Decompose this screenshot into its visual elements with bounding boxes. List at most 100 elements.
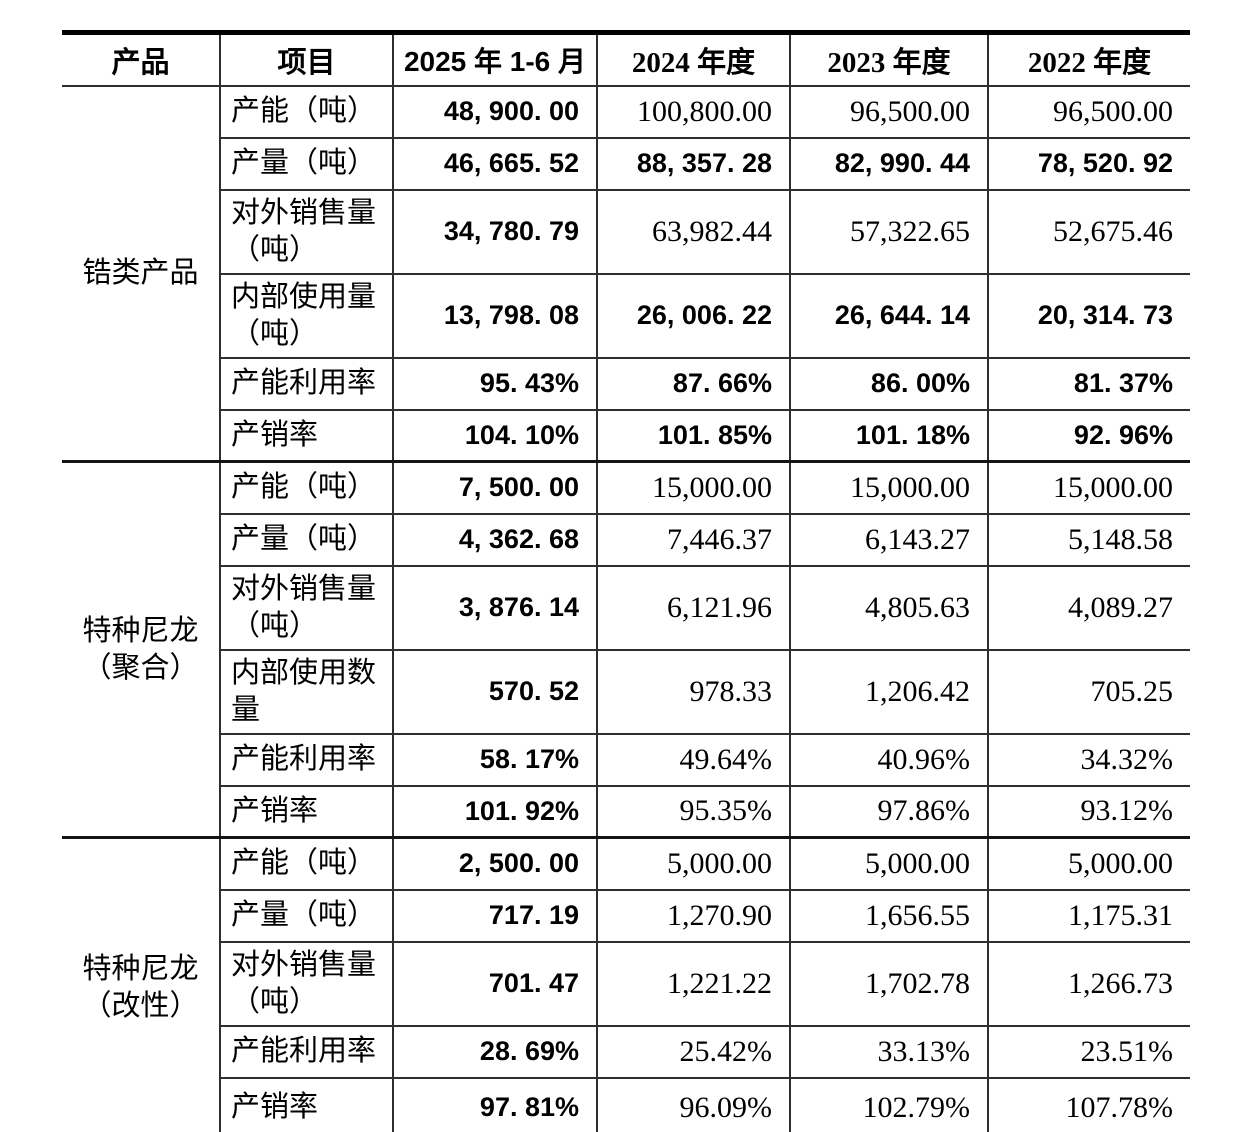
col-header-2022: 2022 年度 [987,32,1190,87]
value-cell: 97. 81% [392,1076,597,1132]
item-cell: 产销率 [219,1076,393,1132]
value-cell: 705.25 [987,648,1190,734]
value-cell: 978.33 [596,648,790,734]
value-cell: 5,000.00 [987,836,1190,890]
value-cell: 1,221.22 [596,940,790,1026]
value-cell: 95. 43% [392,356,597,410]
table-row: 特种尼龙（聚合） 产能（吨） 7, 500. 00 15,000.00 15,000.0… [62,460,1190,838]
value-cell: 4,089.27 [987,564,1190,650]
table-row: 产销率 97. 81% 96.09% 102.79% 107.78% [62,1076,1190,1132]
value-cell: 701. 47 [392,940,597,1026]
value-cell: 2, 500. 00 [392,836,597,890]
value-cell: 1,270.90 [596,888,790,942]
value-cell: 95.35% [596,784,790,838]
value-cell: 57,322.65 [789,188,988,274]
table-row: 产能利用率 28. 69% 25.42% 33.13% 23.51% [62,1024,1190,1078]
value-cell: 81. 37% [987,356,1190,410]
value-cell: 82, 990. 44 [789,136,988,190]
value-cell: 1,266.73 [987,940,1190,1026]
value-cell: 15,000.00 [789,460,988,514]
table-row: 产销率 101. 92% 95.35% 97.86% 93.12% [62,784,1190,838]
product-cell: 特种尼龙（改性） [62,836,220,1132]
col-header-product: 产品 [62,32,220,87]
value-cell: 46, 665. 52 [392,136,597,190]
value-cell: 4, 362. 68 [392,512,597,566]
value-cell: 96,500.00 [789,84,988,138]
value-cell: 93.12% [987,784,1190,838]
value-cell: 40.96% [789,732,988,786]
table-row: 特种尼龙（改性） 产能（吨） 2, 500. 00 5,000.00 5,000.00 5… [62,836,1190,1132]
item-cell: 产能（吨） [219,836,393,890]
value-cell: 26, 644. 14 [789,272,988,358]
value-cell: 28. 69% [392,1024,597,1078]
value-cell: 23.51% [987,1024,1190,1078]
item-cell: 产能利用率 [219,356,393,410]
table-row: 产能利用率 95. 43% 87. 66% 86. 00% 81. 37% [62,356,1190,410]
value-cell: 100,800.00 [596,84,790,138]
value-cell: 26, 006. 22 [596,272,790,358]
table-row: 产销率 104. 10% 101. 85% 101. 18% 92. 96% [62,408,1190,462]
value-cell: 1,656.55 [789,888,988,942]
item-cell: 对外销售量（吨） [219,564,393,650]
item-cell: 内部使用数量 [219,648,393,734]
item-cell: 产能（吨） [219,460,393,514]
value-cell: 6,121.96 [596,564,790,650]
value-cell: 15,000.00 [987,460,1190,514]
col-header-item: 项目 [219,32,393,87]
value-cell: 97.86% [789,784,988,838]
item-cell: 产量（吨） [219,888,393,942]
value-cell: 96.09% [596,1076,790,1132]
product-cell: 锆类产品 [62,84,220,462]
table-header: 产品 项目 2025 年 1-6 月 2024 年度 2023 年度 2022 … [62,32,1190,87]
item-cell: 对外销售量（吨） [219,188,393,274]
table-row: 内部使用数量 570. 52 978.33 1,206.42 705.25 [62,648,1190,734]
value-cell: 87. 66% [596,356,790,410]
table-row: 内部使用量（吨） 13, 798. 08 26, 006. 22 26, 644. 1… [62,272,1190,358]
value-cell: 7,446.37 [596,512,790,566]
value-cell: 101. 18% [789,408,988,462]
value-cell: 6,143.27 [789,512,988,566]
value-cell: 5,000.00 [596,836,790,890]
col-header-2025h1: 2025 年 1-6 月 [392,32,597,87]
item-cell: 产销率 [219,408,393,462]
item-cell: 内部使用量（吨） [219,272,393,358]
value-cell: 58. 17% [392,732,597,786]
item-cell: 对外销售量（吨） [219,940,393,1026]
item-cell: 产量（吨） [219,512,393,566]
value-cell: 88, 357. 28 [596,136,790,190]
value-cell: 86. 00% [789,356,988,410]
value-cell: 33.13% [789,1024,988,1078]
value-cell: 5,148.58 [987,512,1190,566]
item-cell: 产能利用率 [219,732,393,786]
col-header-2024: 2024 年度 [596,32,790,87]
value-cell: 49.64% [596,732,790,786]
value-cell: 96,500.00 [987,84,1190,138]
value-cell: 717. 19 [392,888,597,942]
value-cell: 34.32% [987,732,1190,786]
value-cell: 25.42% [596,1024,790,1078]
value-cell: 3, 876. 14 [392,564,597,650]
value-cell: 1,206.42 [789,648,988,734]
value-cell: 7, 500. 00 [392,460,597,514]
table-row: 对外销售量（吨） 34, 780. 79 63,982.44 57,322.65 52,… [62,188,1190,274]
item-cell: 产能利用率 [219,1024,393,1078]
value-cell: 78, 520. 92 [987,136,1190,190]
value-cell: 20, 314. 73 [987,272,1190,358]
table-row: 对外销售量（吨） 701. 47 1,221.22 1,702.78 1,266.73 [62,940,1190,1026]
item-cell: 产能（吨） [219,84,393,138]
value-cell: 92. 96% [987,408,1190,462]
value-cell: 102.79% [789,1076,988,1132]
value-cell: 13, 798. 08 [392,272,597,358]
item-cell: 产销率 [219,784,393,838]
value-cell: 4,805.63 [789,564,988,650]
table-row: 对外销售量（吨） 3, 876. 14 6,121.96 4,805.63 4,089.… [62,564,1190,650]
product-cell: 特种尼龙（聚合） [62,460,220,838]
value-cell: 101. 85% [596,408,790,462]
value-cell: 1,175.31 [987,888,1190,942]
value-cell: 15,000.00 [596,460,790,514]
value-cell: 101. 92% [392,784,597,838]
value-cell: 104. 10% [392,408,597,462]
production-capacity-table: 产品 项目 2025 年 1-6 月 2024 年度 2023 年度 2022 … [62,30,1190,1132]
value-cell: 5,000.00 [789,836,988,890]
